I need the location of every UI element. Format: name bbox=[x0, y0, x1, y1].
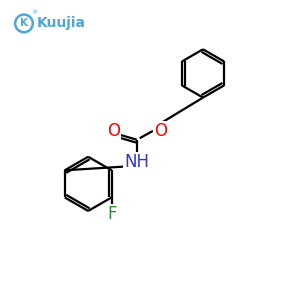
Text: O: O bbox=[154, 122, 167, 140]
Text: NH: NH bbox=[124, 153, 149, 171]
Text: O: O bbox=[107, 122, 120, 140]
Text: K: K bbox=[20, 18, 28, 28]
Text: Kuujia: Kuujia bbox=[37, 16, 86, 30]
Text: F: F bbox=[107, 205, 116, 223]
Text: ®: ® bbox=[31, 11, 38, 16]
